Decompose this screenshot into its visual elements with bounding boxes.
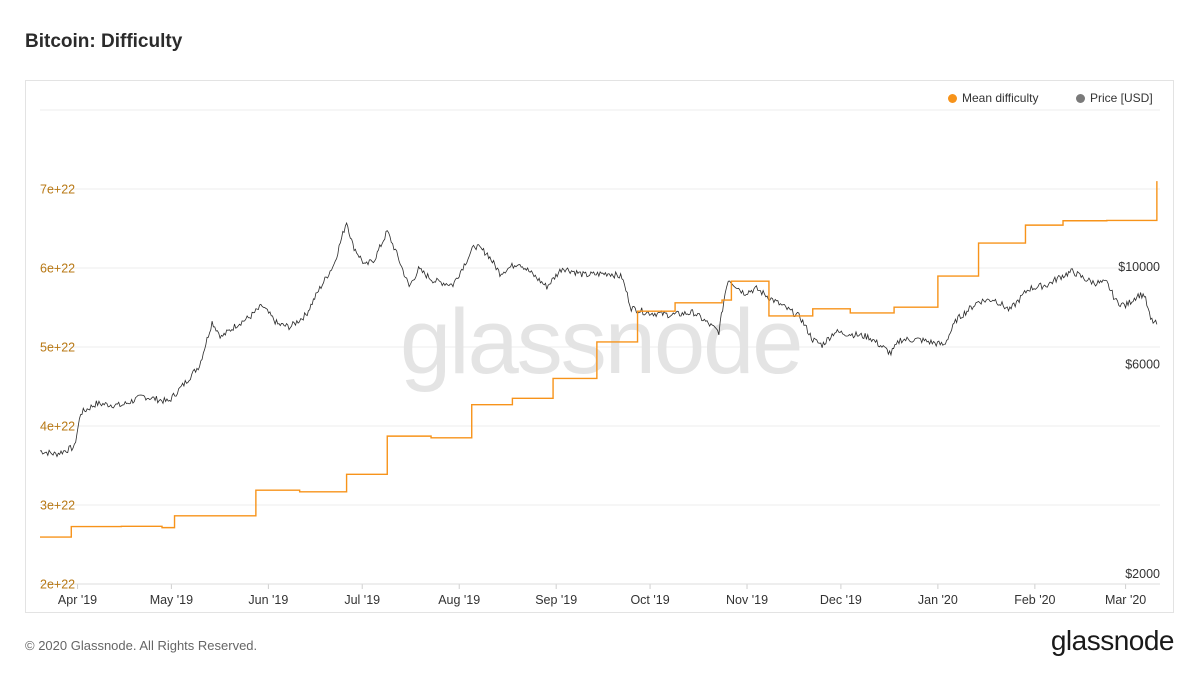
page-title: Bitcoin: Difficulty	[25, 31, 183, 52]
x-tick-label: Nov '19	[726, 593, 768, 607]
x-tick-label: Sep '19	[535, 593, 577, 607]
x-tick-label: Mar '20	[1105, 593, 1146, 607]
x-tick-label: Aug '19	[438, 593, 480, 607]
x-tick-label: Jul '19	[344, 593, 380, 607]
price-series-line	[39, 221, 1158, 458]
legend-dot-price	[1076, 93, 1085, 103]
grid-lines	[40, 109, 1160, 589]
y-left-tick-label: 4e+22	[40, 420, 75, 434]
y-right-tick-label: $2000	[1125, 567, 1160, 581]
x-tick-label: Dec '19	[820, 593, 862, 607]
y-left-tick-label: 5e+22	[40, 341, 75, 355]
legend-dot-difficulty	[948, 93, 957, 103]
x-tick-label: Jan '20	[918, 593, 958, 607]
axis-labels: 2e+22 3e+22 4e+22 5e+22 6e+22 7e+22 $2000 $6000…	[40, 183, 1160, 608]
y-right-tick-label: $6000	[1125, 357, 1160, 371]
x-tick-label: Apr '19	[58, 593, 97, 607]
brand-logo[interactable]: glassnode	[1050, 625, 1175, 656]
copyright-text: © 2020 Glassnode. All Rights Reserved.	[25, 638, 258, 653]
y-left-tick-label: 2e+22	[40, 578, 75, 592]
x-tick-label: Jun '19	[248, 593, 288, 607]
chart-frame	[25, 80, 1174, 613]
legend-label-price: Price [USD]	[1090, 91, 1153, 105]
x-tick-label: Oct '19	[630, 593, 669, 607]
legend-label-difficulty: Mean difficulty	[962, 91, 1039, 105]
x-tick-label: May '19	[150, 593, 193, 607]
series-layer	[39, 181, 1158, 538]
x-tick-label: Feb '20	[1014, 593, 1055, 607]
y-left-tick-label: 7e+22	[40, 183, 75, 197]
y-left-tick-label: 3e+22	[40, 499, 75, 513]
legend-item-difficulty[interactable]: Mean difficulty	[948, 91, 1038, 105]
difficulty-series-line	[40, 181, 1158, 538]
y-left-tick-label: 6e+22	[40, 262, 75, 276]
y-right-tick-label: $10000	[1118, 260, 1160, 274]
legend-item-price[interactable]: Price [USD]	[1076, 91, 1153, 105]
